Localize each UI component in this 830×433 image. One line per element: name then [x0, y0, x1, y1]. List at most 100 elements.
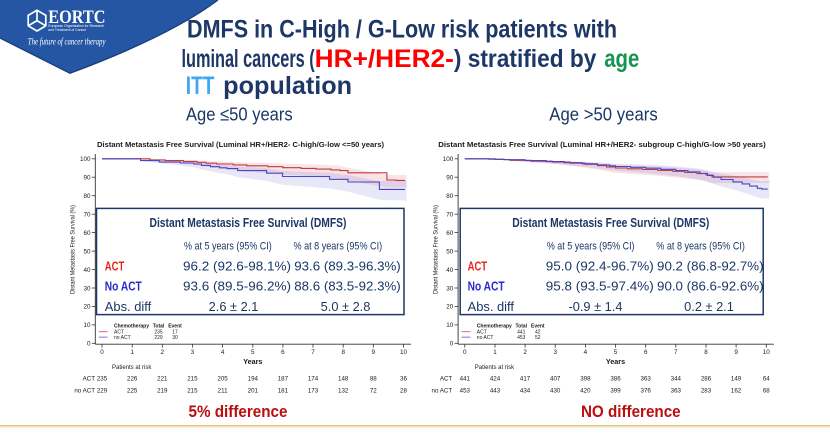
svg-text:5.0 ± 2.8: 5.0 ± 2.8: [321, 299, 371, 314]
svg-text:The future of cancer therapy: The future of cancer therapy: [28, 36, 106, 47]
svg-text:187: 187: [278, 375, 289, 382]
svg-text:5: 5: [614, 349, 618, 356]
svg-text:Distant Metastasis Free Surviv: Distant Metastasis Free Survival (%): [70, 205, 77, 294]
svg-text:ACT: ACT: [114, 330, 124, 336]
svg-text:219: 219: [157, 387, 168, 394]
svg-text:8: 8: [341, 349, 345, 356]
svg-text:88: 88: [370, 375, 377, 382]
svg-text:72: 72: [370, 387, 377, 394]
svg-text:Years: Years: [606, 357, 625, 366]
svg-text:80: 80: [446, 193, 454, 200]
svg-text:Chemotherapy: Chemotherapy: [114, 323, 149, 329]
svg-text:ACT: ACT: [83, 375, 96, 382]
svg-text:386: 386: [610, 375, 621, 382]
svg-text:60: 60: [446, 230, 454, 237]
svg-text:100: 100: [80, 156, 91, 163]
svg-text:5% difference: 5% difference: [189, 403, 288, 421]
svg-text:205: 205: [217, 375, 228, 382]
svg-text:no ACT: no ACT: [74, 387, 95, 394]
svg-text:68: 68: [763, 387, 770, 394]
svg-text:90.2 (86.8-92.7%): 90.2 (86.8-92.7%): [657, 258, 764, 273]
svg-text:225: 225: [127, 387, 138, 394]
svg-text:0: 0: [100, 349, 104, 356]
svg-text:Distant Metastasis Free Surviv: Distant Metastasis Free Survival (DMFS): [512, 215, 709, 230]
svg-text:417: 417: [520, 375, 531, 382]
svg-text:20: 20: [83, 304, 91, 311]
svg-text:No ACT: No ACT: [105, 279, 142, 294]
svg-text:6: 6: [644, 349, 648, 356]
svg-text:181: 181: [278, 387, 289, 394]
svg-text:90: 90: [446, 175, 454, 182]
svg-text:80: 80: [83, 193, 91, 200]
svg-text:424: 424: [490, 375, 501, 382]
svg-text:% at 5 years (95% CI): % at 5 years (95% CI): [184, 240, 272, 252]
svg-text:no ACT: no ACT: [114, 335, 131, 341]
svg-text:10: 10: [400, 349, 408, 356]
svg-text:6: 6: [281, 349, 285, 356]
svg-text:235: 235: [97, 375, 108, 382]
svg-text:Distant Metastasis Free Surviv: Distant Metastasis Free Survival (Lumina…: [438, 140, 766, 149]
svg-text:50: 50: [83, 248, 91, 255]
svg-text:Years: Years: [243, 357, 262, 366]
svg-text:40: 40: [83, 267, 91, 274]
svg-text:no ACT: no ACT: [432, 387, 453, 394]
svg-text:173: 173: [308, 387, 319, 394]
svg-text:64: 64: [763, 375, 770, 382]
svg-text:399: 399: [610, 387, 621, 394]
svg-text:Event: Event: [531, 323, 545, 329]
svg-text:Distant Metastasis Free Surviv: Distant Metastasis Free Survival (Lumina…: [97, 140, 384, 149]
svg-text:90.0 (86.6-92.6%): 90.0 (86.6-92.6%): [657, 279, 764, 294]
svg-text:Abs. diff: Abs. diff: [468, 299, 515, 314]
svg-text:441: 441: [517, 330, 526, 336]
svg-text:215: 215: [187, 375, 198, 382]
svg-text:211: 211: [218, 387, 228, 394]
svg-text:Chemotherapy: Chemotherapy: [477, 323, 512, 329]
svg-text:luminal cancers (: luminal cancers (: [182, 45, 316, 73]
svg-text:443: 443: [490, 387, 501, 394]
svg-text:194: 194: [248, 375, 259, 382]
svg-text:95.8 (93.5-97.4%): 95.8 (93.5-97.4%): [546, 279, 654, 294]
svg-text:8: 8: [704, 349, 708, 356]
svg-text:229: 229: [97, 387, 108, 394]
svg-text:376: 376: [641, 387, 652, 394]
svg-text:Distant Metastasis Free Surviv: Distant Metastasis Free Survival (%): [432, 205, 439, 294]
svg-text:ACT: ACT: [468, 258, 488, 273]
svg-text:ITT: ITT: [186, 72, 215, 100]
svg-text:70: 70: [446, 212, 454, 219]
svg-text:132: 132: [338, 387, 349, 394]
svg-text:2: 2: [161, 349, 165, 356]
svg-text:and Treatment of Cancer: and Treatment of Cancer: [48, 28, 87, 32]
svg-text:420: 420: [580, 387, 591, 394]
svg-text:Total: Total: [516, 323, 528, 329]
svg-text:Abs. diff: Abs. diff: [105, 299, 152, 314]
svg-text:30: 30: [83, 285, 91, 292]
svg-text:0: 0: [87, 341, 91, 348]
svg-text:Event: Event: [168, 323, 182, 329]
svg-text:ACT: ACT: [105, 258, 125, 273]
svg-text:1: 1: [130, 349, 134, 356]
svg-text:100: 100: [443, 156, 454, 163]
svg-text:ACT: ACT: [440, 375, 453, 382]
svg-text:215: 215: [187, 387, 198, 394]
svg-text:453: 453: [517, 335, 526, 341]
svg-text:201: 201: [248, 387, 259, 394]
svg-text:229: 229: [154, 335, 163, 341]
svg-text:20: 20: [446, 304, 454, 311]
svg-text:No ACT: No ACT: [468, 279, 505, 294]
svg-text:1: 1: [493, 349, 497, 356]
svg-text:174: 174: [308, 375, 319, 382]
svg-text:5: 5: [251, 349, 255, 356]
svg-text:28: 28: [400, 387, 407, 394]
svg-text:430: 430: [550, 387, 561, 394]
svg-text:363: 363: [671, 387, 682, 394]
svg-text:2.6 ± 2.1: 2.6 ± 2.1: [209, 299, 259, 314]
svg-text:10: 10: [763, 349, 771, 356]
svg-text:90: 90: [83, 175, 91, 182]
svg-text:3: 3: [191, 349, 195, 356]
svg-text:221: 221: [157, 375, 168, 382]
svg-text:9: 9: [734, 349, 738, 356]
svg-text:17: 17: [172, 330, 178, 336]
svg-text:age: age: [604, 45, 639, 73]
svg-text:HR+/HER2-: HR+/HER2-: [315, 45, 454, 73]
svg-text:235: 235: [154, 330, 163, 336]
